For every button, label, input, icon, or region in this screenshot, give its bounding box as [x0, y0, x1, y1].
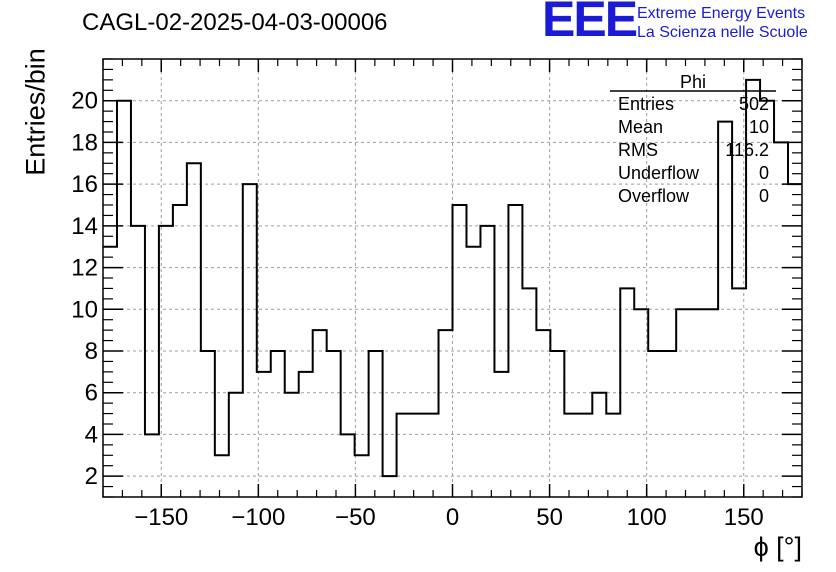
stats-label: Underflow: [618, 163, 700, 183]
stats-value: 116.2: [725, 140, 769, 160]
eee-logo: EEE: [542, 0, 638, 47]
x-tick-label: −150: [134, 504, 188, 531]
stats-label: Overflow: [618, 186, 690, 206]
stats-value: 10: [749, 117, 769, 137]
x-tick-label: 0: [446, 504, 459, 531]
stats-label: Mean: [618, 117, 663, 137]
stats-value: 0: [759, 186, 769, 206]
logo-caption-line1: Extreme Energy Events: [637, 5, 806, 22]
logo-caption-line2: La Scienza nelle Scuole: [637, 24, 808, 41]
x-tick-label: −100: [231, 504, 285, 531]
plot-frame: [102, 58, 803, 498]
stats-rows: Entries 502 Mean 10 RMS 116.2 Underflow 0 Overfl…: [618, 94, 769, 206]
y-tick-label: 2: [85, 463, 98, 490]
stats-box: Phi Entries 502 Mean 10 RMS 116.2 Underflow 0 Ov…: [610, 72, 776, 206]
x-axis-label: ϕ [°]: [753, 532, 802, 562]
y-tick-label: 10: [71, 296, 98, 323]
y-tick-label: 6: [85, 380, 98, 407]
y-tick-label: 8: [85, 338, 98, 365]
stats-label: RMS: [618, 140, 658, 160]
x-tick-label: 50: [536, 504, 563, 531]
histogram-line: [103, 78, 802, 478]
y-axis-label: Entries/bin: [20, 48, 51, 176]
x-tick-label: 100: [627, 504, 667, 531]
page-title: CAGL-02-2025-04-03-00006: [82, 9, 388, 36]
x-tick-label: 150: [724, 504, 764, 531]
axis-ticks: [102, 58, 803, 498]
stats-label: Entries: [618, 94, 674, 114]
stats-value: 502: [739, 94, 769, 114]
y-tick-label: 16: [71, 171, 98, 198]
stats-title: Phi: [680, 72, 706, 92]
x-tick-label: −50: [335, 504, 376, 531]
y-tick-label: 12: [71, 255, 98, 282]
y-tick-label: 20: [71, 88, 98, 115]
y-tick-label: 14: [71, 213, 98, 240]
y-tick-label: 18: [71, 129, 98, 156]
y-tick-label: 4: [85, 421, 98, 448]
stats-value: 0: [759, 163, 769, 183]
tick-labels: −150 −100 −50 0 50 100 150 2 4 6 8 10 12 14 16 18 20: [71, 88, 763, 531]
logo-caption: Extreme Energy Events La Scienza nelle S…: [637, 4, 808, 42]
